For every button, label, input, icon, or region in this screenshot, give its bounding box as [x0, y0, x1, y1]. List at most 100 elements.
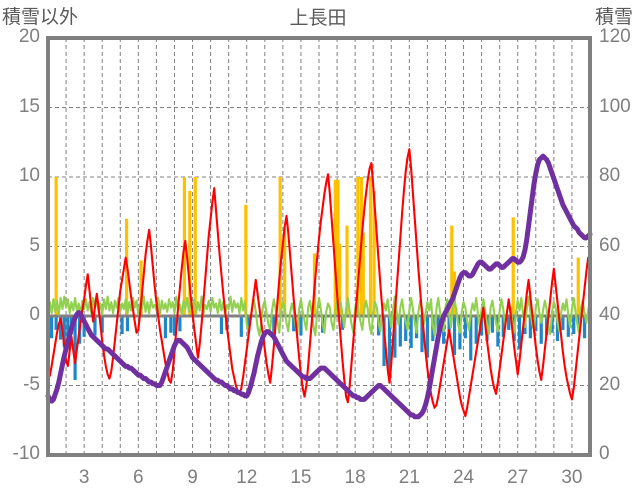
blue-bar — [582, 316, 587, 339]
right-axis-tick-label: 0 — [599, 443, 610, 464]
x-axis-tick-label: 9 — [187, 467, 198, 488]
blue-bar — [66, 316, 70, 339]
left-axis-tick-label: 20 — [18, 26, 40, 47]
chart-title: 上長田 — [289, 8, 347, 29]
blue-bar — [507, 316, 511, 330]
blue-bar — [163, 316, 168, 339]
blue-bar — [447, 316, 451, 336]
orange-bar — [356, 177, 360, 316]
left-axis-tick-label: 0 — [29, 304, 40, 325]
blue-bar — [425, 316, 429, 358]
blue-bar — [528, 316, 532, 339]
right-axis-tick-label: 80 — [599, 165, 621, 186]
x-axis-tick-label: 24 — [452, 467, 475, 488]
blue-bar — [452, 316, 457, 355]
orange-bar — [278, 177, 282, 316]
orange-bar — [576, 257, 580, 316]
x-axis-tick-label: 30 — [561, 467, 583, 488]
x-axis-tick-label: 3 — [78, 467, 90, 488]
purple-line-series — [45, 153, 593, 420]
blue-bar — [469, 316, 473, 361]
right-axis-tick-label: 60 — [599, 234, 621, 256]
blue-bar — [50, 316, 54, 339]
left-axis-tick-label: -10 — [12, 443, 40, 464]
red-series-line — [46, 148, 592, 418]
orange-bar — [193, 177, 197, 316]
green-line-series — [46, 295, 592, 337]
blue-bar — [54, 316, 58, 330]
blue-bar — [474, 316, 478, 344]
blue-bar — [398, 316, 402, 347]
orange-bar — [338, 243, 342, 316]
orange-bar — [345, 225, 349, 316]
blue-bar — [572, 316, 576, 335]
right-axis-tick-label: 120 — [599, 26, 631, 47]
blue-bar — [534, 316, 538, 332]
blue-bar — [490, 316, 495, 333]
x-axis-tick-label: 18 — [344, 467, 366, 488]
x-axis-tick-label: 15 — [290, 467, 312, 488]
blue-bar — [100, 316, 104, 333]
purple-series-line — [45, 153, 593, 420]
blue-bar — [239, 316, 243, 337]
x-axis-tick-label: 6 — [133, 467, 144, 488]
right-axis-tick-label: 40 — [599, 304, 621, 325]
left-axis-tick-label: 5 — [29, 234, 40, 256]
blue-bar — [299, 316, 303, 336]
blue-bar — [566, 316, 570, 337]
axis-frame — [46, 38, 592, 457]
blue-bar — [409, 316, 413, 348]
orange-bar — [368, 177, 373, 316]
blue-bar — [246, 316, 251, 333]
orange-bar — [283, 228, 287, 316]
left-axis-tick-label: 15 — [18, 95, 40, 117]
x-axis-tick-label: 27 — [507, 467, 529, 488]
blue-bar — [178, 316, 182, 332]
blue-bar — [172, 316, 177, 336]
orange-bar — [372, 190, 376, 316]
orange-bar — [336, 179, 340, 316]
orange-bar — [139, 260, 143, 316]
blue-bar — [463, 316, 467, 339]
blue-bar — [169, 316, 173, 333]
orange-bar — [511, 217, 515, 316]
left-axis-title: 積雪以外 — [2, 7, 79, 28]
x-axis-tick-label: 12 — [236, 467, 258, 488]
blue-bar — [501, 316, 505, 337]
blue-bar — [272, 316, 276, 335]
blue-bar — [292, 316, 296, 332]
orange-bar — [244, 204, 248, 316]
left-axis-tick-label: -5 — [23, 373, 40, 395]
left-axis-tick-label: 10 — [18, 165, 40, 186]
blue-bar — [219, 316, 224, 335]
x-axis-tick-label: 21 — [398, 467, 420, 488]
blue-bar — [93, 316, 97, 336]
blue-bar — [125, 316, 130, 332]
blue-bar — [393, 316, 397, 358]
right-axis-tick-label: 20 — [599, 373, 621, 395]
blue-bar — [73, 316, 77, 380]
blue-bar — [387, 316, 392, 375]
blue-bar — [340, 316, 345, 330]
orange-bar — [361, 232, 365, 316]
blue-bar — [62, 316, 66, 347]
blue-bar — [420, 316, 424, 353]
blue-bar — [120, 316, 124, 335]
blue-bar — [404, 316, 408, 342]
blue-bar — [59, 316, 63, 340]
orange-bar — [188, 190, 192, 316]
green-series-line — [46, 295, 592, 337]
orange-bar — [450, 225, 454, 316]
orange-bar — [54, 177, 58, 316]
blue-bar — [555, 316, 560, 342]
blue-bar — [539, 316, 543, 344]
blue-bar — [561, 316, 565, 330]
blue-bar — [517, 316, 522, 350]
right-axis-tick-label: 100 — [599, 95, 631, 117]
blue-bar — [480, 316, 484, 336]
plot-frame — [46, 36, 592, 457]
orange-bar — [333, 179, 337, 316]
right-axis-title: 積雪 — [594, 7, 633, 28]
